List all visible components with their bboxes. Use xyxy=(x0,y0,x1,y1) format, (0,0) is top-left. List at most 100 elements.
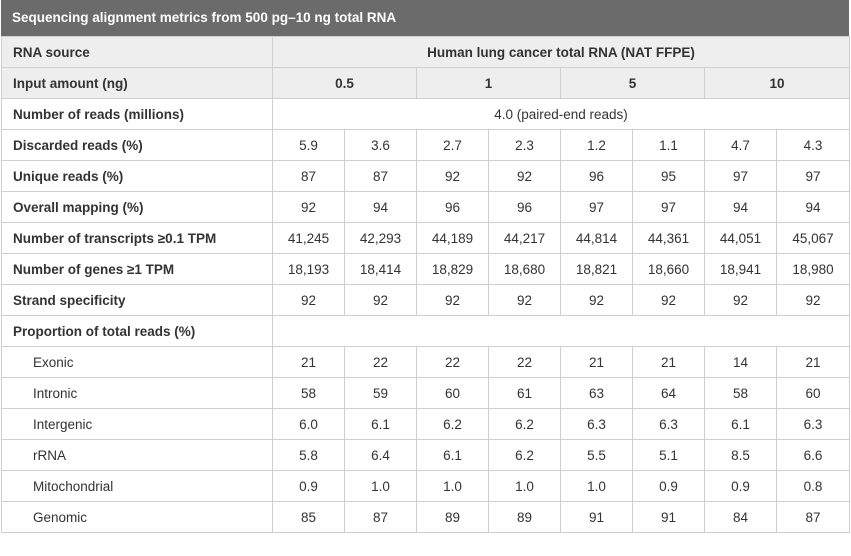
table-cell: 5.8 xyxy=(272,439,345,471)
table-cell: 92 xyxy=(416,284,489,316)
table-cell: 6.2 xyxy=(488,439,561,471)
table-cell: 18,193 xyxy=(272,253,345,285)
input-amount-5: 5 xyxy=(560,67,705,99)
table-cell: 92 xyxy=(488,284,561,316)
table-cell: 1.1 xyxy=(632,129,705,161)
table-cell: 44,189 xyxy=(416,222,489,254)
table-cell: 92 xyxy=(488,160,561,192)
table-cell: 18,941 xyxy=(704,253,777,285)
input-amount-10: 10 xyxy=(703,67,851,99)
table-cell: 3.6 xyxy=(344,129,417,161)
table-cell: 94 xyxy=(775,191,851,223)
table-cell: 92 xyxy=(344,284,417,316)
table-cell: 2.7 xyxy=(416,129,489,161)
table-cell: 18,414 xyxy=(344,253,417,285)
input-amount-row: Input amount (ng) 0.5 1 5 10 xyxy=(1,67,851,99)
row-label: Exonic xyxy=(1,346,273,378)
input-amount-0-5: 0.5 xyxy=(272,67,417,99)
table-cell: 44,814 xyxy=(560,222,633,254)
rna-source-label: RNA source xyxy=(1,36,273,68)
table-cell: 0.9 xyxy=(632,470,705,502)
table-cell: 18,829 xyxy=(416,253,489,285)
table-cell: 97 xyxy=(775,160,851,192)
table-cell: 89 xyxy=(416,501,489,533)
row-label: Mitochondrial xyxy=(1,470,273,502)
table-cell: 58 xyxy=(704,377,777,409)
table-cell: 18,980 xyxy=(775,253,851,285)
rna-source-value: Human lung cancer total RNA (NAT FFPE) xyxy=(271,36,851,68)
table-cell: 1.2 xyxy=(560,129,633,161)
table-cell: 21 xyxy=(272,346,345,378)
table-cell: 45,067 xyxy=(775,222,851,254)
table-cell: 0.8 xyxy=(775,470,851,502)
table-cell: 91 xyxy=(632,501,705,533)
metric-row: Unique reads (%) 87 87 92 92 96 95 97 97 xyxy=(1,160,851,192)
table-cell: 92 xyxy=(704,284,777,316)
input-amount-1: 1 xyxy=(416,67,561,99)
row-label: Intergenic xyxy=(1,408,273,440)
table-cell: 18,821 xyxy=(560,253,633,285)
row-label: Overall mapping (%) xyxy=(1,191,273,223)
table-cell: 22 xyxy=(344,346,417,378)
table-cell: 44,361 xyxy=(632,222,705,254)
table-cell: 92 xyxy=(775,284,851,316)
table-cell: 22 xyxy=(488,346,561,378)
table-cell: 58 xyxy=(272,377,345,409)
row-label: Unique reads (%) xyxy=(1,160,273,192)
table-cell: 14 xyxy=(704,346,777,378)
input-amount-label: Input amount (ng) xyxy=(1,67,273,99)
proportion-row: rRNA 5.8 6.4 6.1 6.2 5.5 5.1 8.5 6.6 xyxy=(1,439,851,471)
table-cell: 6.4 xyxy=(344,439,417,471)
table-cell: 6.2 xyxy=(488,408,561,440)
table-cell: 1.0 xyxy=(344,470,417,502)
table-cell: 59 xyxy=(344,377,417,409)
table-cell: 44,217 xyxy=(488,222,561,254)
table-cell: 92 xyxy=(632,284,705,316)
table-cell: 5.1 xyxy=(632,439,705,471)
rna-source-row: RNA source Human lung cancer total RNA (… xyxy=(1,36,851,68)
table-cell: 91 xyxy=(560,501,633,533)
row-label: rRNA xyxy=(1,439,273,471)
table-cell: 96 xyxy=(416,191,489,223)
table-cell: 96 xyxy=(488,191,561,223)
table-cell: 64 xyxy=(632,377,705,409)
row-label: Genomic xyxy=(1,501,273,533)
table-cell: 6.6 xyxy=(775,439,851,471)
table-cell: 21 xyxy=(560,346,633,378)
table-cell: 6.3 xyxy=(560,408,633,440)
table-cell: 92 xyxy=(560,284,633,316)
table-cell: 85 xyxy=(272,501,345,533)
table-cell: 5.5 xyxy=(560,439,633,471)
table-cell: 42,293 xyxy=(344,222,417,254)
table-cell: 87 xyxy=(344,501,417,533)
table-cell: 1.0 xyxy=(416,470,489,502)
metric-row: Number of genes ≥1 TPM 18,193 18,414 18,829… xyxy=(1,253,851,285)
proportion-header-row: Proportion of total reads (%) xyxy=(1,315,851,347)
table-cell: 97 xyxy=(560,191,633,223)
table-cell: 6.0 xyxy=(272,408,345,440)
table-cell: 2.3 xyxy=(488,129,561,161)
table-cell: 1.0 xyxy=(488,470,561,502)
table-cell: 44,051 xyxy=(704,222,777,254)
table-cell: 4.7 xyxy=(704,129,777,161)
table-cell: 6.3 xyxy=(632,408,705,440)
metrics-table-container: Sequencing alignment metrics from 500 pg… xyxy=(1,0,851,533)
reads-label: Number of reads (millions) xyxy=(1,98,273,130)
table-cell: 95 xyxy=(632,160,705,192)
table-cell: 5.9 xyxy=(272,129,345,161)
table-cell: 21 xyxy=(775,346,851,378)
metric-row: Strand specificity 92 92 92 92 92 92 92 92 xyxy=(1,284,851,316)
reads-value: 4.0 (paired-end reads) xyxy=(271,98,851,130)
table-cell: 92 xyxy=(272,191,345,223)
table-cell: 21 xyxy=(632,346,705,378)
metric-row: Number of transcripts ≥0.1 TPM 41,245 42,2… xyxy=(1,222,851,254)
proportion-empty-cell xyxy=(271,315,851,347)
metric-row: Discarded reads (%) 5.9 3.6 2.7 2.3 1.2 1.1 4.7… xyxy=(1,129,851,161)
table-cell: 6.1 xyxy=(416,439,489,471)
table-cell: 41,245 xyxy=(272,222,345,254)
table-cell: 60 xyxy=(775,377,851,409)
metric-row: Overall mapping (%) 92 94 96 96 97 97 94 94 xyxy=(1,191,851,223)
table-cell: 18,680 xyxy=(488,253,561,285)
table-cell: 63 xyxy=(560,377,633,409)
table-cell: 97 xyxy=(632,191,705,223)
